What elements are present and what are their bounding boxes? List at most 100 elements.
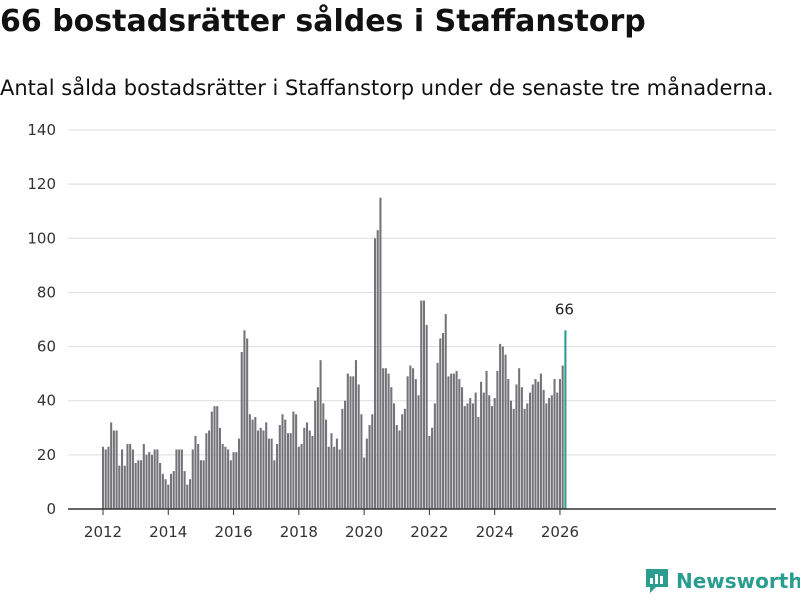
bar [425,324,428,509]
bar [159,462,162,509]
bar [490,406,493,509]
bar [208,430,211,509]
bar [406,376,409,509]
bar-latest [564,330,567,509]
bar [178,449,181,509]
bar [216,406,219,509]
bar [444,314,447,509]
bar [417,395,420,509]
bar [205,433,208,509]
bar [273,460,276,509]
bar [330,433,333,509]
bar [148,452,151,509]
x-tick-label-2018: 2018 [280,523,318,541]
bar [150,454,153,509]
bar [466,403,469,509]
bar [496,370,499,509]
bar [371,414,374,509]
bar [311,435,314,509]
x-tick-label-2026: 2026 [541,523,579,541]
bar [319,360,322,509]
bar [534,379,537,509]
bar [295,414,298,509]
bar [243,330,246,509]
bar [436,362,439,509]
y-tick-label-140: 140 [27,121,56,139]
bar [390,387,393,509]
bar [175,449,178,509]
bar [218,427,221,509]
bar [322,403,325,509]
bar [202,460,205,509]
bar [140,460,143,509]
bar [428,435,431,509]
bar [333,446,336,509]
bar [189,479,192,509]
chart-title: 66 bostadsrätter såldes i Staffanstorp [0,4,646,39]
bar [221,444,224,509]
bar [314,400,317,509]
newsworthy-logo-text: Newsworthy [676,569,800,593]
bar [455,370,458,509]
bar [512,408,515,509]
y-tick-label-20: 20 [37,446,56,464]
bar [450,373,453,509]
bar [509,400,513,509]
bar [477,416,480,509]
bar [183,471,186,509]
bar [409,365,412,509]
bar [338,449,341,509]
bar [292,411,295,509]
bar [248,414,251,509]
bar [531,384,534,509]
bar [186,484,189,509]
bar [395,425,398,509]
bar [303,427,306,509]
bar [401,414,404,509]
y-tick-label-80: 80 [37,283,56,301]
bar [545,403,548,509]
bar [305,422,309,509]
bar [327,446,330,509]
bar [529,392,532,509]
bar [349,376,352,509]
bar [123,465,126,509]
bar [246,338,249,509]
bar [316,387,319,509]
bar [308,430,311,509]
bar [398,430,401,509]
bar [488,395,491,509]
bar [224,446,227,509]
bar [134,462,137,509]
bar [172,471,175,509]
bar [229,460,232,509]
bar [463,406,466,509]
bar [561,365,564,509]
bar [537,381,540,509]
bar [431,427,434,509]
bar [129,444,132,509]
bar [297,446,300,509]
bar [169,473,173,509]
bar [474,392,477,509]
bar [518,368,521,509]
bar [197,444,200,509]
newsworthy-logo[interactable]: Newsworthy [644,567,800,595]
y-tick-label-60: 60 [37,338,56,356]
bar [213,406,216,509]
bar [145,454,148,509]
bar [344,400,347,509]
bar [363,457,366,509]
latest-value-label: 66 [555,300,574,318]
bar [354,360,357,509]
bar [227,449,230,509]
bar [507,379,510,509]
bar [167,484,170,509]
bar [284,419,287,509]
y-tick-label-0: 0 [46,500,56,518]
bar [441,333,445,509]
bar [393,403,396,509]
bar [376,230,379,509]
bar [480,381,483,509]
